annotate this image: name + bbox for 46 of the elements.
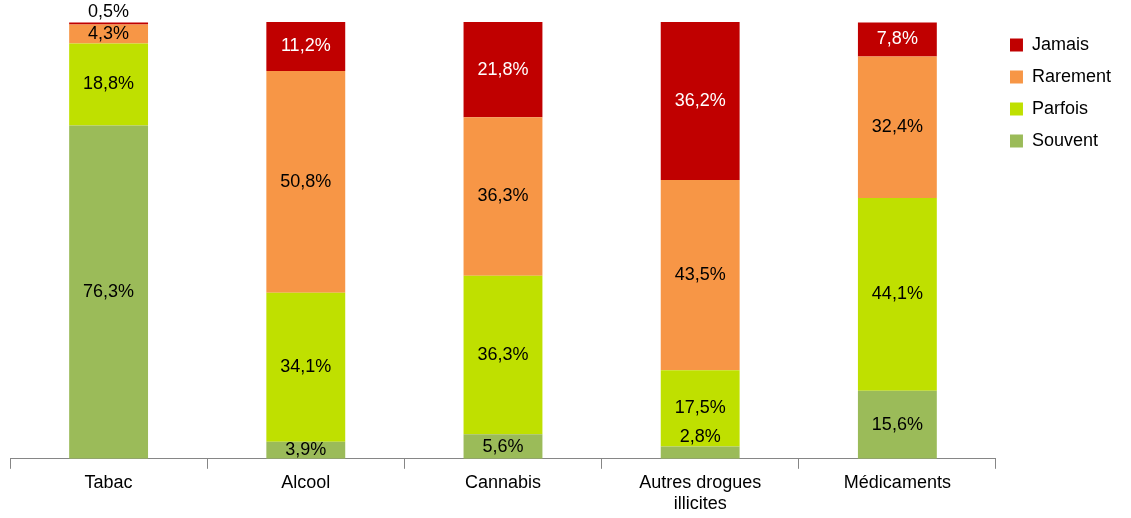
data-label: 34,1% [280, 356, 332, 377]
bar [266, 22, 346, 71]
data-label: 2,8% [679, 425, 721, 446]
data-label: 50,8% [280, 170, 332, 191]
data-label: 11,2% [280, 35, 331, 56]
data-label: 44,1% [871, 283, 923, 304]
data-label: 15,6% [871, 413, 923, 434]
data-label: 0,5% [88, 1, 130, 22]
x-tick-label: Tabac [84, 471, 133, 492]
bar [857, 56, 937, 199]
bar [660, 446, 740, 459]
x-tick-label: Cannabis [464, 471, 542, 492]
bar [857, 22, 937, 57]
data-label: 21,8% [477, 58, 529, 79]
data-label: 17,5% [674, 397, 726, 418]
data-label: 18,8% [83, 73, 135, 94]
data-label: 43,5% [674, 264, 726, 285]
legend-label: Souvent [1031, 129, 1099, 150]
data-label: 7,8% [876, 28, 918, 49]
legend-label: Jamais [1031, 33, 1089, 54]
bar [857, 198, 937, 391]
data-label: 32,4% [871, 116, 923, 137]
bar [69, 22, 149, 25]
x-tick-label: Alcool [281, 471, 331, 492]
legend-label: Parfois [1031, 97, 1088, 118]
bar [69, 125, 149, 459]
bar [660, 180, 740, 371]
data-label: 3,9% [285, 439, 327, 460]
bar [660, 370, 740, 447]
data-label: 36,3% [477, 344, 529, 365]
data-label: 36,3% [477, 185, 529, 206]
bar [463, 22, 543, 118]
x-tick-label: Médicaments [843, 471, 951, 492]
data-label: 36,2% [674, 90, 726, 111]
bar [463, 117, 543, 276]
data-label: 4,3% [88, 22, 130, 43]
data-label: 76,3% [83, 281, 135, 302]
data-label: 5,6% [482, 435, 524, 456]
bar [660, 22, 740, 181]
bar [266, 292, 346, 442]
legend-label: Rarement [1031, 65, 1111, 86]
bar [69, 43, 149, 126]
bar [463, 275, 543, 435]
x-tick-label: Autres drogues illicites [639, 471, 762, 514]
bar [857, 390, 937, 459]
bar [266, 70, 346, 293]
